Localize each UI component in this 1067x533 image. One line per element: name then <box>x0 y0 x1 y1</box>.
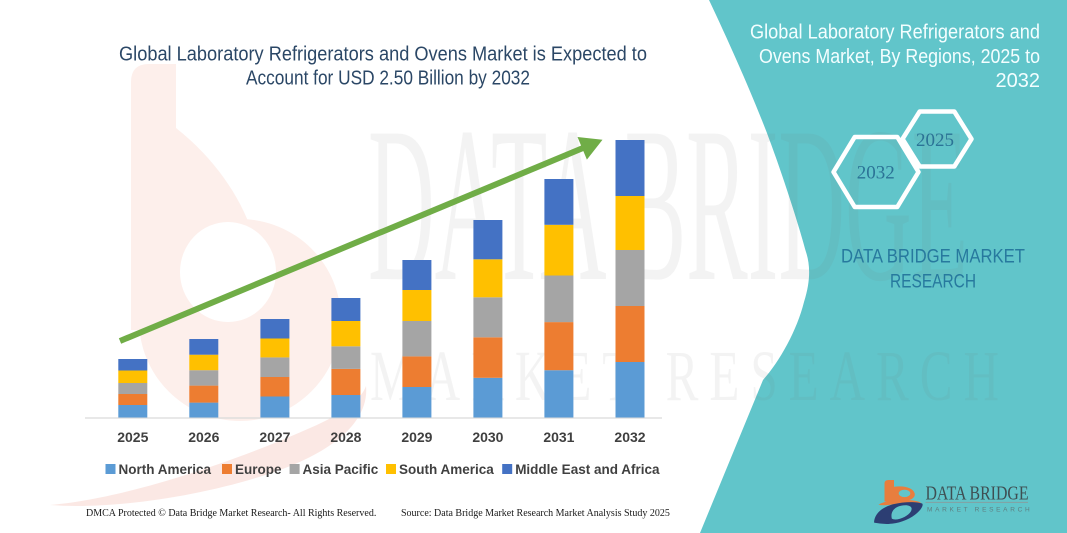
svg-text:RESEARCH: RESEARCH <box>890 271 976 293</box>
svg-text:2028: 2028 <box>330 429 361 445</box>
svg-text:Source: Data Bridge Market Res: Source: Data Bridge Market Research Mark… <box>401 508 670 519</box>
svg-text:Middle East and Africa: Middle East and Africa <box>515 462 660 477</box>
svg-text:Account for USD 2.50 Billion b: Account for USD 2.50 Billion by 2032 <box>246 68 530 90</box>
svg-text:2032: 2032 <box>996 70 1041 92</box>
svg-text:2025: 2025 <box>117 429 148 445</box>
svg-text:Europe: Europe <box>235 462 282 477</box>
svg-text:2031: 2031 <box>543 429 574 445</box>
svg-text:South America: South America <box>399 462 494 477</box>
svg-text:Global Laboratory Refrigerator: Global Laboratory Refrigerators and Oven… <box>119 44 647 66</box>
svg-text:2029: 2029 <box>401 429 432 445</box>
svg-text:DATA BRIDGE: DATA BRIDGE <box>926 483 1029 505</box>
svg-text:Global Laboratory Refrigerator: Global Laboratory Refrigerators and <box>750 22 1040 44</box>
svg-text:DMCA Protected © Data Bridge M: DMCA Protected © Data Bridge Market Rese… <box>86 508 376 519</box>
svg-text:Ovens Market, By Regions, 2025: Ovens Market, By Regions, 2025 to <box>759 46 1040 68</box>
svg-text:MARKET RESEARCH: MARKET RESEARCH <box>927 507 1032 514</box>
svg-text:2032: 2032 <box>614 429 645 445</box>
svg-text:2027: 2027 <box>259 429 290 445</box>
svg-text:2030: 2030 <box>472 429 503 445</box>
svg-text:2025: 2025 <box>916 130 954 151</box>
svg-text:North America: North America <box>119 462 212 477</box>
svg-text:MARKET RESEARCH: MARKET RESEARCH <box>370 336 1010 416</box>
svg-text:2026: 2026 <box>188 429 219 445</box>
svg-text:Asia Pacific: Asia Pacific <box>303 462 379 477</box>
svg-text:DATA BRIDGE MARKET: DATA BRIDGE MARKET <box>841 246 1025 268</box>
svg-text:2032: 2032 <box>857 163 895 184</box>
